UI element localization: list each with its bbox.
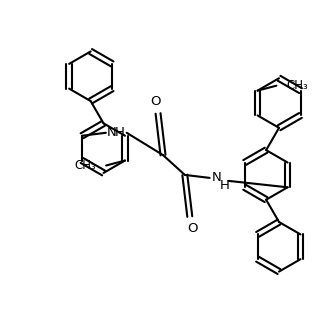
Text: H: H [115,126,125,139]
Text: O: O [150,95,160,108]
Text: O: O [187,222,198,235]
Text: N: N [212,171,221,184]
Text: CH₃: CH₃ [75,159,96,172]
Text: H: H [219,179,229,192]
Text: CH₃: CH₃ [286,79,308,92]
Text: N: N [107,126,117,139]
